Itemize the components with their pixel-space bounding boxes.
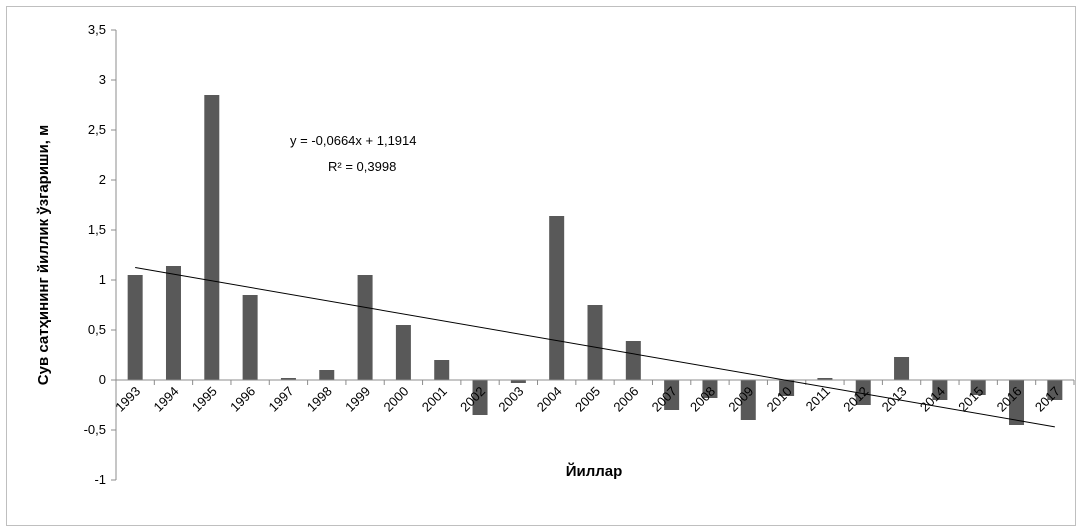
bar (817, 378, 833, 380)
trendline-r-squared: R² = 0,3998 (328, 159, 396, 174)
bar (357, 275, 373, 380)
y-tick-label: 2,5 (88, 122, 106, 137)
y-tick-label: -1 (94, 472, 106, 487)
bar (970, 380, 986, 395)
x-tick-label: 2005 (572, 384, 603, 415)
x-tick-label: 2001 (419, 384, 450, 415)
x-tick-label: 1997 (266, 384, 297, 415)
y-axis-title: Сув сатҳининг йиллик ўзгариши, м (35, 125, 52, 385)
trendline (135, 267, 1055, 428)
x-tick-label: 2006 (610, 384, 641, 415)
y-tick-label: 0 (99, 372, 106, 387)
bar (510, 380, 526, 383)
bar (127, 275, 143, 380)
bar (472, 380, 488, 415)
bar (587, 305, 603, 380)
x-tick-label: 1994 (151, 384, 182, 415)
x-tick-label: 2004 (534, 384, 565, 415)
y-tick-label: 2 (99, 172, 106, 187)
bar (204, 95, 220, 380)
bar (779, 380, 795, 396)
x-axis-title: Йиллар (566, 462, 623, 480)
bar (319, 370, 335, 380)
bar (740, 380, 756, 420)
x-tick-label: 1999 (342, 384, 373, 415)
bar (855, 380, 871, 405)
bar-series (127, 95, 1063, 425)
bar (242, 295, 258, 380)
x-tick-label: 1995 (189, 384, 220, 415)
bar (395, 325, 411, 380)
bar (664, 380, 680, 410)
y-tick-label: 3 (99, 72, 106, 87)
trendline-equation: y = -0,0664x + 1,1914 (290, 133, 416, 148)
bar (625, 341, 641, 380)
bar (165, 266, 181, 380)
x-tick-label: 1998 (304, 384, 335, 415)
bar (549, 216, 565, 380)
bar (702, 380, 718, 398)
bar (894, 357, 910, 380)
x-axis-ticks: 1993 1994 1995 1996 1997 1998 1999 2000 2001 2002… (112, 380, 1075, 415)
y-tick-label: 1,5 (88, 222, 106, 237)
y-tick-label: 3,5 (88, 22, 106, 37)
y-tick-label: 0,5 (88, 322, 106, 337)
bar (280, 378, 296, 380)
bar (1047, 380, 1063, 400)
chart-frame (6, 6, 1076, 526)
x-tick-label: 2003 (495, 384, 526, 415)
bar (932, 380, 948, 400)
y-tick-label: 1 (99, 272, 106, 287)
x-tick-label: 1996 (227, 384, 258, 415)
x-tick-label: 1993 (112, 384, 143, 415)
bar (1009, 380, 1025, 425)
y-tick-label: -0,5 (84, 422, 106, 437)
bar (434, 360, 450, 380)
y-axis-ticks: -1 -0,5 0 0,5 1 1,5 2 2,5 3 3,5 (84, 22, 116, 487)
x-tick-label: 2000 (380, 384, 411, 415)
